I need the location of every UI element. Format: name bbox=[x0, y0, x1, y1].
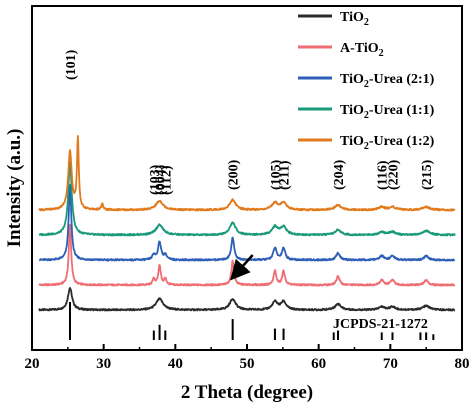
legend-label-sub: 2 bbox=[364, 110, 369, 121]
peak-label: (204) bbox=[332, 159, 347, 190]
reference-label: JCPDS-21-1272 bbox=[333, 317, 428, 332]
legend-label-tail: -Urea (2:1) bbox=[369, 72, 435, 87]
legend-label-sub: 2 bbox=[364, 141, 369, 152]
legend-label-main: TiO bbox=[340, 72, 364, 87]
x-ticks: 20 30 40 50 60 70 80 bbox=[25, 344, 470, 372]
x-tick-label: 40 bbox=[168, 356, 183, 372]
legend-label-sub: 2 bbox=[364, 17, 369, 28]
peak-label: (116) bbox=[376, 160, 391, 190]
peak-label: (004) bbox=[154, 164, 169, 195]
legend-label-tail: -Urea (1:2) bbox=[369, 134, 435, 149]
peak-label: (103) bbox=[148, 164, 163, 195]
peak-label: (101) bbox=[64, 49, 79, 80]
peak-label: (105) bbox=[269, 159, 284, 190]
x-axis-title: 2 Theta (degree) bbox=[181, 382, 313, 403]
legend-label-tail: -Urea (1:1) bbox=[369, 103, 435, 118]
legend-label-sub: 2 bbox=[379, 48, 384, 59]
x-tick-label: 30 bbox=[96, 356, 111, 372]
peak-label: (112) bbox=[159, 165, 174, 195]
series-line-urea12 bbox=[38, 134, 456, 212]
legend-label: TiO2-Urea (1:2) bbox=[340, 134, 435, 152]
x-tick-label: 70 bbox=[383, 356, 398, 372]
series-line-TiO2 bbox=[38, 287, 456, 312]
series-line-urea11 bbox=[38, 161, 456, 237]
y-axis-title: Intensity (a.u.) bbox=[4, 129, 25, 248]
legend-label: A-TiO2 bbox=[340, 41, 384, 59]
x-tick-label: 50 bbox=[240, 356, 255, 372]
x-tick-label: 20 bbox=[25, 356, 40, 372]
legend-label-sub: 2 bbox=[364, 79, 369, 90]
peak-labels: (101) (103)(004)(112) (200) (105)(211) (204)… bbox=[64, 49, 435, 195]
legend-label-main: TiO bbox=[340, 10, 364, 25]
x-tick-label: 60 bbox=[311, 356, 326, 372]
legend-label-main: A-TiO bbox=[340, 41, 379, 56]
legend-label-main: TiO bbox=[340, 103, 364, 118]
peak-label: (215) bbox=[420, 159, 435, 190]
legend-label: TiO2-Urea (1:1) bbox=[340, 103, 435, 121]
legend-label-main: TiO bbox=[340, 134, 364, 149]
legend-label: TiO2-Urea (2:1) bbox=[340, 72, 435, 90]
legend-label: TiO2 bbox=[340, 10, 369, 28]
series-line-A-TiO2 bbox=[38, 223, 456, 287]
peak-label: (220) bbox=[386, 159, 401, 190]
peak-label: (211) bbox=[278, 160, 293, 190]
annotation-arrow bbox=[230, 254, 254, 281]
reference-lines bbox=[68, 302, 435, 340]
peak-label: (200) bbox=[227, 159, 242, 190]
x-tick-label: 80 bbox=[455, 356, 470, 372]
series-line-urea21 bbox=[38, 184, 456, 262]
